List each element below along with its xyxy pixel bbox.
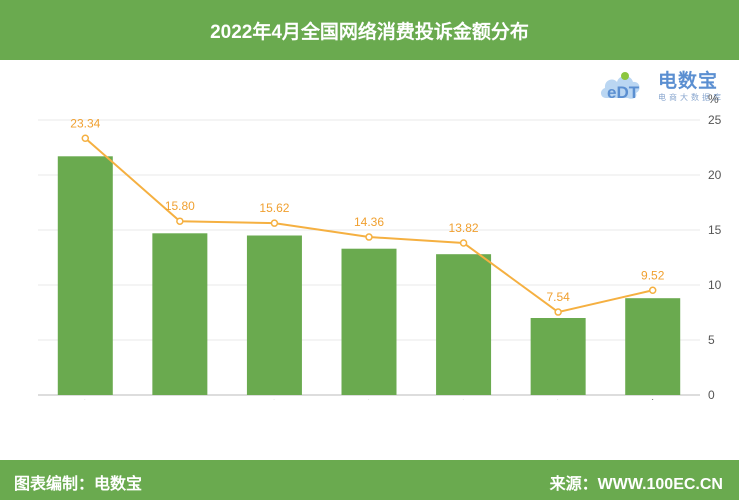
line-point: [459, 239, 468, 247]
y-tick-label: 0: [708, 388, 715, 400]
bar: [57, 156, 113, 395]
bar: [530, 318, 586, 395]
data-label: 14.36: [354, 215, 384, 229]
logo-text: 电数宝: [658, 71, 719, 92]
x-tick-label: 100-500元: [242, 398, 283, 400]
data-label: 15.62: [259, 201, 289, 215]
chart-title: 2022年4月全国网络消费投诉金额分布: [210, 21, 529, 43]
y-tick-label: 10: [708, 278, 722, 292]
x-tick-label: 0-100元: [439, 398, 472, 400]
logo-cloud-icon: [600, 76, 640, 99]
data-label: 23.34: [70, 116, 100, 130]
data-label: 13.82: [449, 221, 479, 235]
y-tick-label: 5: [708, 333, 715, 347]
bar: [341, 248, 397, 395]
footer-source: 来源：WWW.100EC.CN: [549, 476, 723, 493]
logo-mark: eDT: [607, 83, 640, 102]
footer-credit: 图表编制：电数宝: [14, 476, 143, 493]
bar: [436, 254, 492, 395]
line-point: [648, 286, 657, 295]
y-axis-unit: %: [708, 92, 719, 106]
x-tick-label: 500-1000元: [522, 398, 567, 400]
bar: [625, 298, 681, 395]
logo-subtext: 电商大数据库: [658, 93, 724, 102]
edt-logo: eDT: [600, 72, 640, 102]
chart-header: 2022年4月全国网络消费投诉金额分布: [0, 0, 739, 60]
data-label: 7.54: [546, 290, 570, 304]
line-point: [176, 217, 184, 225]
x-tick-label: 5000-10000元: [325, 398, 378, 400]
x-tick-label: 10000元以上: [139, 398, 188, 400]
line-point: [554, 308, 562, 316]
line-point: [365, 233, 373, 241]
y-tick-label: 25: [708, 113, 722, 127]
data-label: 9.52: [641, 268, 665, 282]
bar: [152, 233, 208, 395]
chart-footer: 图表编制：电数宝 来源：WWW.100EC.CN: [0, 460, 739, 500]
x-tick-label: 未选择金额: [616, 397, 661, 400]
bar: [246, 235, 302, 395]
bar-line-chart: 23.34 15.80 15.62 14.36 13.82 7.54 9.52 0 5 10 15…: [38, 92, 722, 400]
data-label: 15.80: [165, 199, 195, 213]
x-tick-label: 1000元-5000元: [38, 398, 94, 400]
y-tick-label: 15: [708, 223, 722, 237]
y-tick-label: 20: [708, 168, 722, 182]
line-point: [270, 219, 279, 227]
line-point: [81, 134, 90, 143]
